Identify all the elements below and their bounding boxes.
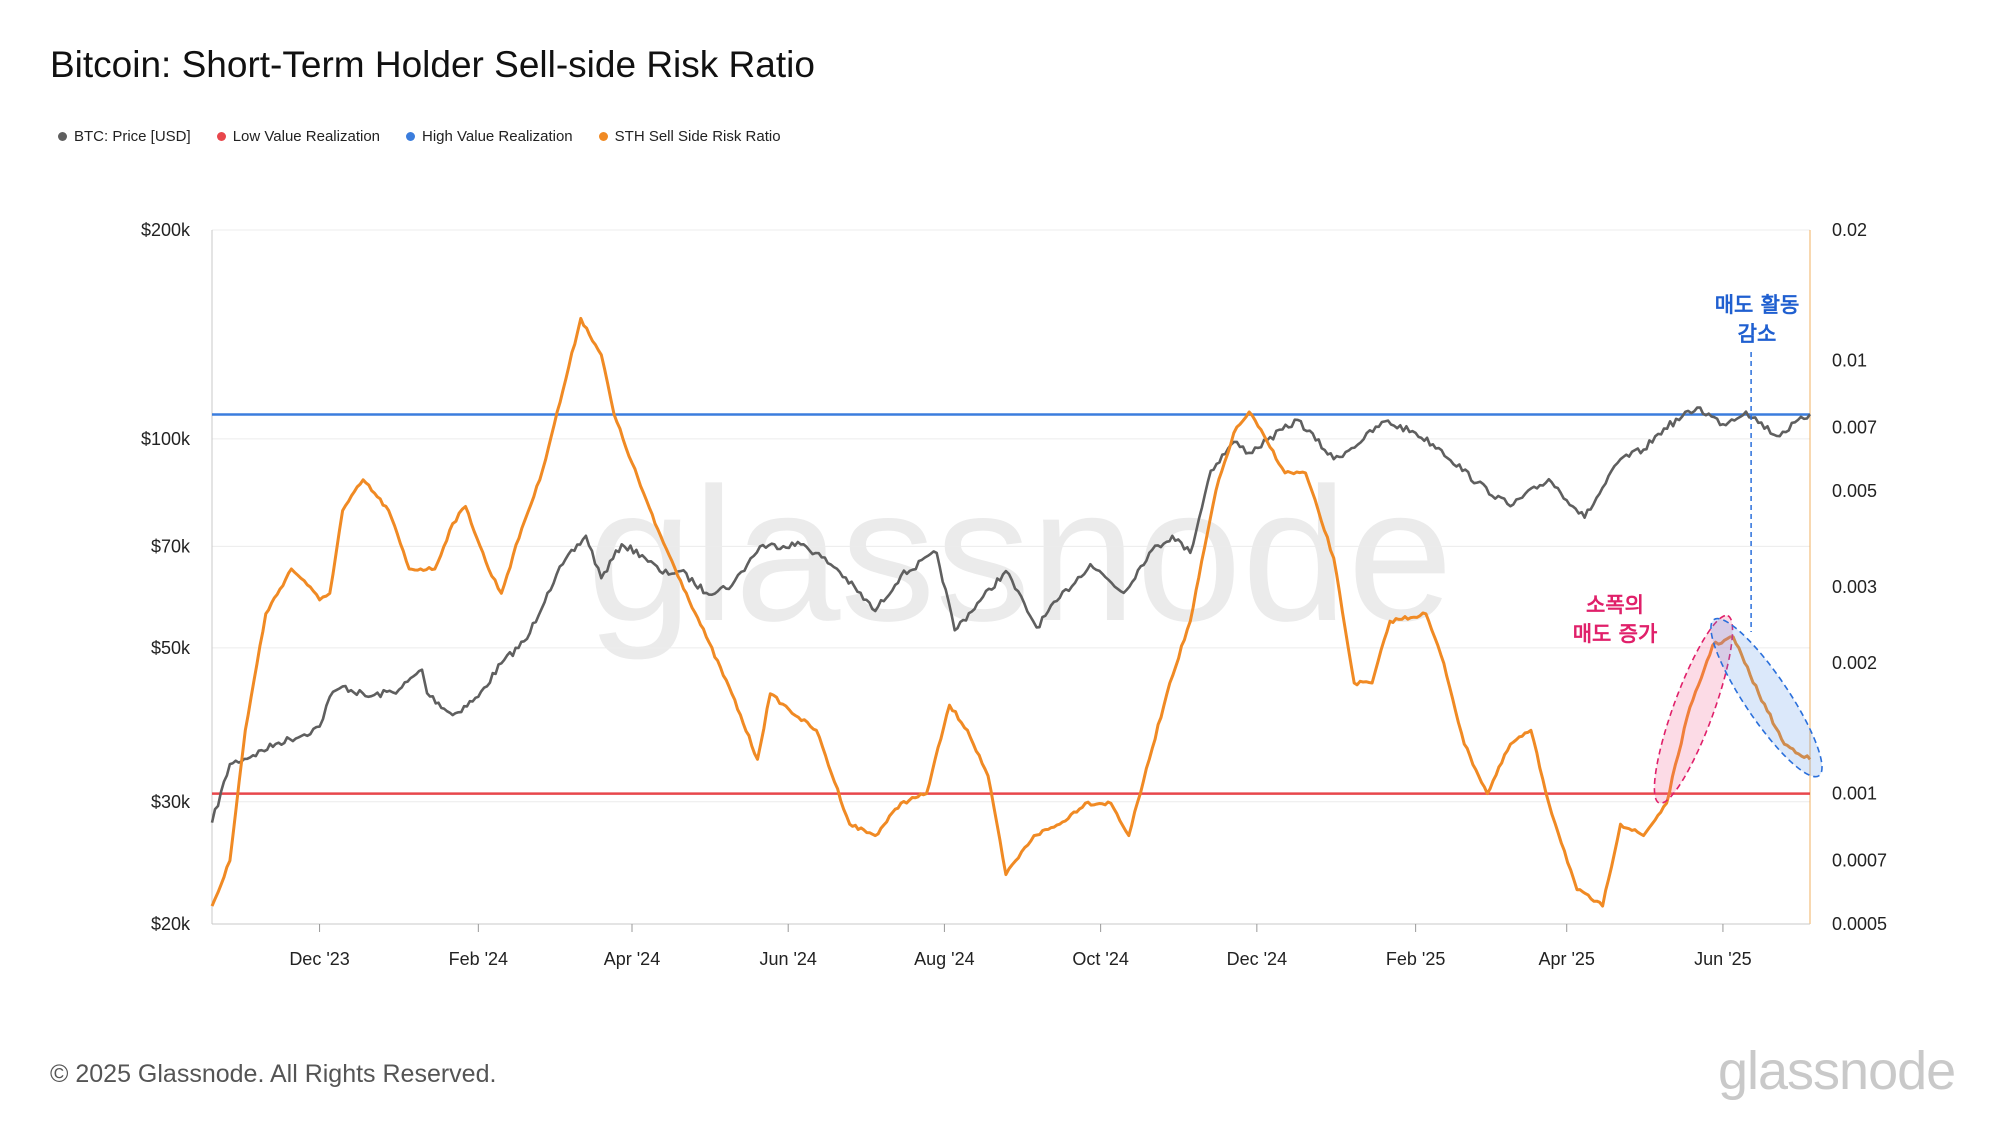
increase-highlight-ellipse: [1653, 614, 1734, 805]
legend-label-low-value: Low Value Realization: [232, 128, 380, 145]
y-right-tick-label: 0.003: [1832, 577, 1877, 597]
y-right-tick-label: 0.007: [1832, 418, 1877, 438]
legend-item-sth-ratio[interactable]: STH Sell Side Risk Ratio: [598, 128, 781, 145]
legend-item-price[interactable]: BTC: Price [USD]: [58, 128, 191, 145]
y-left-tick-label: $20k: [151, 914, 191, 934]
legend-label-sth-ratio: STH Sell Side Risk Ratio: [614, 128, 781, 145]
legend-dot-price: [58, 132, 67, 141]
y-right-tick-label: 0.001: [1832, 784, 1877, 804]
legend-label-high-value: High Value Realization: [422, 128, 573, 145]
annotation-decrease-text: 감소: [1738, 322, 1777, 346]
y-right-tick-label: 0.0005: [1832, 914, 1887, 934]
y-left-tick-label: $50k: [151, 638, 191, 658]
x-tick-label: Dec '24: [1227, 949, 1287, 969]
legend-dot-high-value: [406, 132, 415, 141]
x-tick-label: Feb '24: [449, 949, 508, 969]
legend-item-low-value[interactable]: Low Value Realization: [216, 128, 380, 145]
y-left-tick-label: $200k: [141, 220, 191, 240]
legend-label-price: BTC: Price [USD]: [74, 128, 191, 145]
legend-dot-low-value: [216, 132, 226, 141]
decrease-highlight-ellipse: [1710, 617, 1823, 778]
y-right-tick-label: 0.0007: [1832, 851, 1887, 871]
sth-ratio-series-line: [210, 316, 1812, 908]
threshold-lines: [212, 413, 1810, 795]
y-left-tick-label: $70k: [151, 536, 191, 556]
brand-logo: glassnode: [1718, 1041, 1956, 1101]
annotation-increase-text: 매도 증가: [1573, 622, 1658, 646]
annotation-decrease-text: 매도 활동: [1715, 293, 1800, 317]
x-tick-label: Apr '25: [1538, 949, 1594, 969]
y-right-tick-label: 0.005: [1832, 481, 1877, 501]
y-left-tick-label: $100k: [141, 429, 191, 449]
legend-dot-sth-ratio: [598, 132, 608, 141]
price-series-line: [210, 406, 1812, 823]
x-tick-label: Oct '24: [1072, 949, 1128, 969]
axes: $200k $100k $70k $50k $30k $20k 0.02 0.01 0.007 0…: [141, 220, 1887, 969]
y-right-tick-label: 0.002: [1832, 653, 1877, 673]
copyright: © 2025 Glassnode. All Rights Reserved.: [50, 1060, 497, 1088]
y-right-tick-label: 0.02: [1832, 220, 1867, 240]
annotation-increase-text: 소폭의: [1586, 593, 1644, 617]
x-tick-label: Dec '23: [289, 949, 349, 969]
series-lines: [210, 316, 1812, 908]
legend-item-high-value[interactable]: High Value Realization: [406, 128, 573, 145]
chart-title: Bitcoin: Short-Term Holder Sell-side Ris…: [50, 44, 815, 85]
y-right-tick-label: 0.01: [1832, 350, 1867, 370]
x-tick-label: Jun '24: [759, 949, 816, 969]
x-tick-label: Apr '24: [604, 949, 660, 969]
legend: BTC: Price [USD] Low Value Realization H…: [58, 128, 781, 145]
watermark: glassnode: [587, 449, 1453, 661]
x-tick-label: Jun '25: [1694, 949, 1751, 969]
x-tick-label: Aug '24: [914, 949, 975, 969]
x-tick-label: Feb '25: [1386, 949, 1445, 969]
y-left-tick-label: $30k: [151, 792, 191, 812]
